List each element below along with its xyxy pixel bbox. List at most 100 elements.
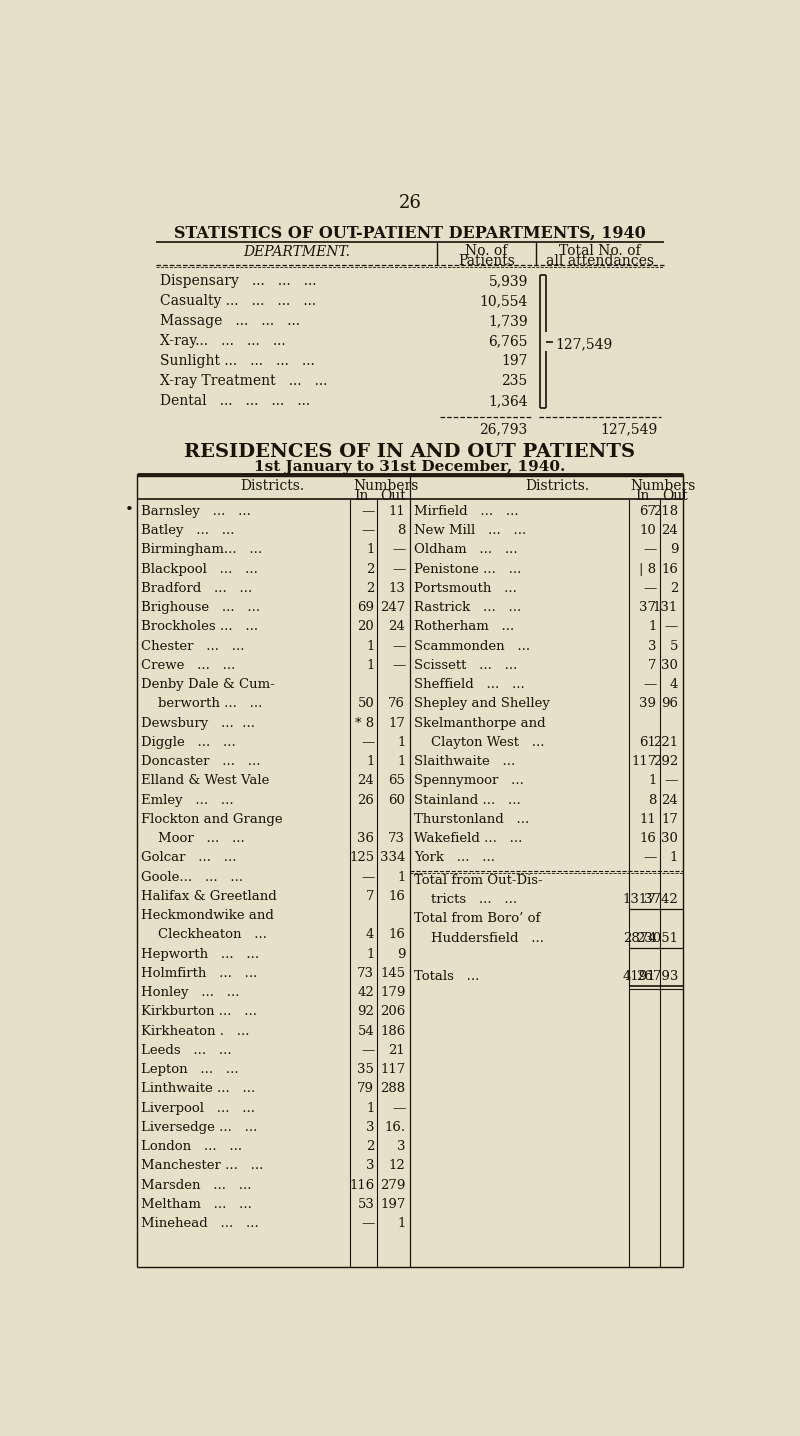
Text: Dental   ...   ...   ...   ...: Dental ... ... ... ...: [161, 393, 310, 408]
Text: —: —: [643, 582, 657, 595]
Text: * 8: * 8: [355, 717, 374, 729]
Text: 1: 1: [670, 852, 678, 864]
Text: 13: 13: [389, 582, 406, 595]
Text: Total from Boro’ of: Total from Boro’ of: [414, 912, 540, 925]
Text: Crewe   ...   ...: Crewe ... ...: [141, 659, 235, 672]
Text: Oldham   ...   ...: Oldham ... ...: [414, 543, 518, 557]
Text: 4: 4: [670, 678, 678, 691]
Text: Manchester ...   ...: Manchester ... ...: [141, 1159, 263, 1172]
Text: Kirkheaton .   ...: Kirkheaton . ...: [141, 1025, 250, 1038]
Text: Marsden   ...   ...: Marsden ... ...: [141, 1179, 251, 1192]
Text: Denby Dale & Cum-: Denby Dale & Cum-: [141, 678, 275, 691]
Text: —: —: [361, 505, 374, 518]
Text: Brighouse   ...   ...: Brighouse ... ...: [141, 602, 260, 615]
Text: Kirkburton ...   ...: Kirkburton ... ...: [141, 1005, 257, 1018]
Text: 16: 16: [639, 833, 657, 846]
Text: 24: 24: [358, 774, 374, 787]
Text: Huddersfield   ...: Huddersfield ...: [414, 932, 544, 945]
Text: 117: 117: [631, 755, 657, 768]
Text: Numbers: Numbers: [354, 478, 418, 493]
Text: 26793: 26793: [636, 971, 678, 984]
Text: —: —: [643, 543, 657, 557]
Text: 5,939: 5,939: [489, 274, 528, 289]
Text: 116: 116: [349, 1179, 374, 1192]
Text: 10: 10: [640, 524, 657, 537]
Text: 21: 21: [389, 1044, 406, 1057]
Text: Flockton and Grange: Flockton and Grange: [141, 813, 282, 826]
Text: 221: 221: [653, 737, 678, 750]
Text: 1: 1: [648, 774, 657, 787]
Text: Wakefield ...   ...: Wakefield ... ...: [414, 833, 522, 846]
Text: Linthwaite ...   ...: Linthwaite ... ...: [141, 1083, 255, 1096]
Text: Out: Out: [380, 488, 406, 503]
Text: all attendances: all attendances: [546, 254, 654, 269]
Text: | 8: | 8: [639, 563, 657, 576]
Text: Goole...   ...   ...: Goole... ... ...: [141, 870, 243, 883]
Text: 92: 92: [358, 1005, 374, 1018]
Text: 2: 2: [366, 1140, 374, 1153]
Text: 16.: 16.: [384, 1122, 406, 1134]
Text: 60: 60: [389, 794, 406, 807]
Text: Golcar   ...   ...: Golcar ... ...: [141, 852, 237, 864]
Text: 73: 73: [388, 833, 406, 846]
Text: Batley   ...   ...: Batley ... ...: [141, 524, 234, 537]
Text: 36: 36: [358, 833, 374, 846]
Text: 26: 26: [398, 194, 422, 213]
Text: 30: 30: [662, 659, 678, 672]
Text: Rastrick   ...   ...: Rastrick ... ...: [414, 602, 521, 615]
Text: 10,554: 10,554: [479, 294, 528, 307]
Text: 1,364: 1,364: [488, 393, 528, 408]
Text: 2: 2: [366, 563, 374, 576]
Text: 1: 1: [366, 543, 374, 557]
Text: Thurstonland   ...: Thurstonland ...: [414, 813, 529, 826]
Text: Holmfirth   ...   ...: Holmfirth ... ...: [141, 966, 258, 979]
Text: Numbers: Numbers: [630, 478, 695, 493]
Text: 3: 3: [366, 1122, 374, 1134]
Text: —: —: [665, 774, 678, 787]
Text: 127,549: 127,549: [556, 337, 613, 350]
Text: 131: 131: [653, 602, 678, 615]
Text: 279: 279: [380, 1179, 406, 1192]
Text: 1,739: 1,739: [488, 314, 528, 327]
Text: Slaithwaite   ...: Slaithwaite ...: [414, 755, 515, 768]
Text: 235: 235: [502, 373, 528, 388]
Text: 292: 292: [653, 755, 678, 768]
Text: 8: 8: [397, 524, 406, 537]
Text: Massage   ...   ...   ...: Massage ... ... ...: [161, 314, 301, 327]
Text: Moor   ...   ...: Moor ... ...: [141, 833, 245, 846]
Text: 20: 20: [358, 620, 374, 633]
Text: 54: 54: [358, 1025, 374, 1038]
Text: Bradford   ...   ...: Bradford ... ...: [141, 582, 252, 595]
Text: tricts   ...   ...: tricts ... ...: [414, 893, 517, 906]
Text: Clayton West   ...: Clayton West ...: [414, 737, 544, 750]
Text: Dispensary   ...   ...   ...: Dispensary ... ... ...: [161, 274, 317, 289]
Text: 11: 11: [389, 505, 406, 518]
Text: Districts.: Districts.: [241, 478, 305, 493]
Text: X-ray Treatment   ...   ...: X-ray Treatment ... ...: [161, 373, 328, 388]
Text: 9: 9: [397, 948, 406, 961]
Text: 1: 1: [397, 737, 406, 750]
Text: Scammonden   ...: Scammonden ...: [414, 639, 530, 653]
Text: 53: 53: [358, 1198, 374, 1211]
Text: •: •: [125, 504, 134, 517]
Text: 206: 206: [380, 1005, 406, 1018]
Text: 1: 1: [366, 948, 374, 961]
Text: 24: 24: [662, 524, 678, 537]
Text: 1st January to 31st December, 1940.: 1st January to 31st December, 1940.: [254, 461, 566, 474]
Text: 9: 9: [670, 543, 678, 557]
Text: 50: 50: [358, 698, 374, 711]
Text: Dewsbury   ...  ...: Dewsbury ... ...: [141, 717, 255, 729]
Text: Totals   ...: Totals ...: [414, 971, 479, 984]
Text: Lepton   ...   ...: Lepton ... ...: [141, 1063, 238, 1076]
Text: Doncaster   ...   ...: Doncaster ... ...: [141, 755, 261, 768]
Text: Patients: Patients: [458, 254, 514, 269]
Text: Elland & West Vale: Elland & West Vale: [141, 774, 270, 787]
Text: Leeds   ...   ...: Leeds ... ...: [141, 1044, 232, 1057]
Text: —: —: [392, 563, 406, 576]
Text: 4191: 4191: [623, 971, 657, 984]
Text: 186: 186: [380, 1025, 406, 1038]
Text: 5: 5: [670, 639, 678, 653]
Text: 23051: 23051: [636, 932, 678, 945]
Text: —: —: [392, 543, 406, 557]
Text: 3742: 3742: [645, 893, 678, 906]
